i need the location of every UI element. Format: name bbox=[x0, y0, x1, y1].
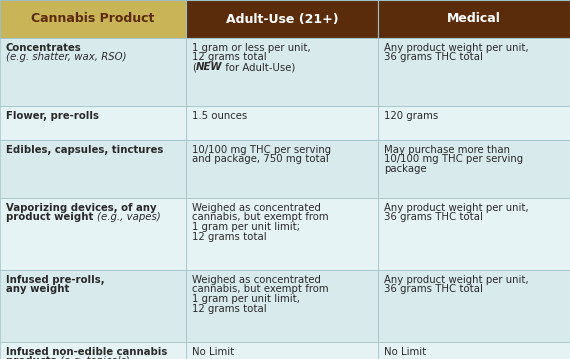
Bar bbox=[0, 106, 186, 140]
Bar bbox=[378, 270, 570, 342]
Text: Any product weight per unit,: Any product weight per unit, bbox=[384, 275, 528, 285]
Text: 10/100 mg THC per serving: 10/100 mg THC per serving bbox=[384, 154, 523, 164]
Bar bbox=[0, 342, 186, 359]
Bar bbox=[378, 38, 570, 106]
Text: Any product weight per unit,: Any product weight per unit, bbox=[384, 203, 528, 213]
Bar bbox=[0, 140, 186, 198]
Text: cannabis, but exempt from: cannabis, but exempt from bbox=[192, 213, 329, 223]
Text: (e.g. topicals): (e.g. topicals) bbox=[60, 356, 130, 359]
Text: 1 gram per unit limit;: 1 gram per unit limit; bbox=[192, 222, 300, 232]
Bar bbox=[186, 198, 378, 270]
Bar bbox=[378, 198, 570, 270]
Text: Cannabis Product: Cannabis Product bbox=[31, 13, 154, 25]
Text: product weight: product weight bbox=[6, 213, 97, 223]
Bar bbox=[186, 106, 378, 140]
Text: cannabis, but exempt from: cannabis, but exempt from bbox=[192, 284, 329, 294]
Text: Infused non-edible cannabis: Infused non-edible cannabis bbox=[6, 347, 168, 357]
Bar bbox=[378, 106, 570, 140]
Bar bbox=[186, 38, 378, 106]
Text: No Limit: No Limit bbox=[192, 347, 234, 357]
Text: Weighed as concentrated: Weighed as concentrated bbox=[192, 203, 321, 213]
Text: Infused pre-rolls,: Infused pre-rolls, bbox=[6, 275, 105, 285]
Text: 12 grams total: 12 grams total bbox=[192, 303, 267, 313]
Text: (e.g. shatter, wax, RSO): (e.g. shatter, wax, RSO) bbox=[6, 52, 127, 62]
Text: 12 grams total: 12 grams total bbox=[192, 232, 267, 242]
Text: May purchase more than: May purchase more than bbox=[384, 145, 510, 155]
Text: Weighed as concentrated: Weighed as concentrated bbox=[192, 275, 321, 285]
Bar bbox=[0, 0, 186, 38]
Text: Medical: Medical bbox=[447, 13, 501, 25]
Text: Adult-Use (21+): Adult-Use (21+) bbox=[226, 13, 339, 25]
Text: 1 gram or less per unit,: 1 gram or less per unit, bbox=[192, 43, 311, 53]
Text: Flower, pre-rolls: Flower, pre-rolls bbox=[6, 111, 99, 121]
Text: NEW: NEW bbox=[196, 62, 222, 72]
Bar bbox=[186, 0, 378, 38]
Text: 12 grams total: 12 grams total bbox=[192, 52, 267, 62]
Text: Vaporizing devices, of any: Vaporizing devices, of any bbox=[6, 203, 157, 213]
Bar bbox=[378, 140, 570, 198]
Bar bbox=[186, 140, 378, 198]
Text: 10/100 mg THC per serving: 10/100 mg THC per serving bbox=[192, 145, 331, 155]
Bar bbox=[378, 0, 570, 38]
Bar bbox=[186, 270, 378, 342]
Bar bbox=[0, 270, 186, 342]
Text: package: package bbox=[384, 164, 426, 174]
Text: 1 gram per unit limit,: 1 gram per unit limit, bbox=[192, 294, 300, 304]
Text: 36 grams THC total: 36 grams THC total bbox=[384, 52, 483, 62]
Text: (: ( bbox=[192, 62, 196, 72]
Bar bbox=[378, 342, 570, 359]
Text: 120 grams: 120 grams bbox=[384, 111, 438, 121]
Bar bbox=[0, 198, 186, 270]
Text: and package, 750 mg total: and package, 750 mg total bbox=[192, 154, 329, 164]
Text: Edibles, capsules, tinctures: Edibles, capsules, tinctures bbox=[6, 145, 164, 155]
Text: No Limit: No Limit bbox=[384, 347, 426, 357]
Bar bbox=[186, 342, 378, 359]
Text: products: products bbox=[6, 356, 60, 359]
Text: Concentrates: Concentrates bbox=[6, 43, 82, 53]
Text: (e.g., vapes): (e.g., vapes) bbox=[97, 213, 161, 223]
Text: Any product weight per unit,: Any product weight per unit, bbox=[384, 43, 528, 53]
Text: 36 grams THC total: 36 grams THC total bbox=[384, 213, 483, 223]
Text: for Adult-Use): for Adult-Use) bbox=[222, 62, 296, 72]
Text: any weight: any weight bbox=[6, 284, 70, 294]
Text: 1.5 ounces: 1.5 ounces bbox=[192, 111, 247, 121]
Text: 36 grams THC total: 36 grams THC total bbox=[384, 284, 483, 294]
Bar bbox=[0, 38, 186, 106]
